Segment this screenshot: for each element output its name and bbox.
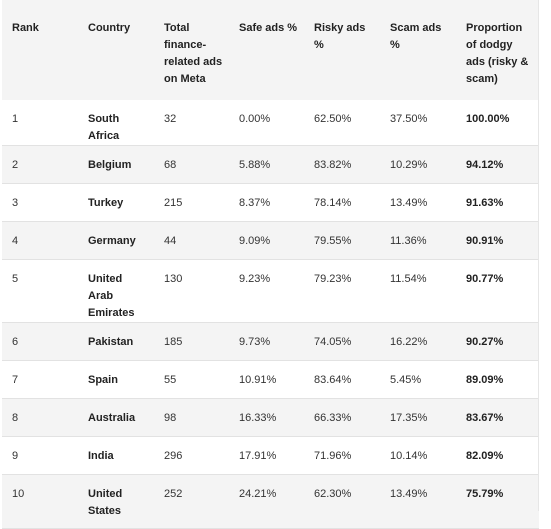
cell-total-ads: 55	[154, 360, 229, 399]
header-scam-ads: Scam ads %	[380, 0, 456, 100]
cell-safe-ads: 10.91%	[229, 360, 304, 399]
cell-dodgy-proportion: 89.09%	[456, 360, 539, 399]
cell-dodgy-proportion: 83.67%	[456, 398, 539, 437]
cell-country: Pakistan	[78, 322, 154, 361]
table-body: 1 South Africa 32 0.00% 62.50% 37.50% 10…	[2, 100, 539, 529]
table-row: 1 South Africa 32 0.00% 62.50% 37.50% 10…	[2, 100, 539, 146]
cell-dodgy-proportion: 91.63%	[456, 183, 539, 222]
cell-scam-ads: 10.29%	[380, 145, 456, 184]
cell-risky-ads: 71.96%	[304, 436, 380, 475]
cell-dodgy-proportion: 75.79%	[456, 474, 539, 529]
cell-rank: 10	[2, 474, 78, 529]
header-risky-ads: Risky ads %	[304, 0, 380, 100]
cell-total-ads: 185	[154, 322, 229, 361]
cell-country: South Africa	[78, 100, 154, 146]
table-right-border	[538, 0, 539, 511]
cell-safe-ads: 9.09%	[229, 221, 304, 260]
cell-scam-ads: 10.14%	[380, 436, 456, 475]
header-row: Rank Country Total finance-related ads o…	[2, 0, 539, 100]
cell-risky-ads: 74.05%	[304, 322, 380, 361]
cell-scam-ads: 37.50%	[380, 100, 456, 146]
cell-risky-ads: 66.33%	[304, 398, 380, 437]
table-row: 4 Germany 44 9.09% 79.55% 11.36% 90.91%	[2, 221, 539, 260]
cell-safe-ads: 17.91%	[229, 436, 304, 475]
cell-risky-ads: 78.14%	[304, 183, 380, 222]
cell-rank: 2	[2, 145, 78, 184]
cell-total-ads: 215	[154, 183, 229, 222]
cell-rank: 9	[2, 436, 78, 475]
table-row: 7 Spain 55 10.91% 83.64% 5.45% 89.09%	[2, 360, 539, 399]
cell-safe-ads: 9.73%	[229, 322, 304, 361]
cell-risky-ads: 62.30%	[304, 474, 380, 529]
cell-risky-ads: 79.23%	[304, 259, 380, 323]
finance-ads-ranking-table: Rank Country Total finance-related ads o…	[2, 0, 539, 529]
cell-rank: 8	[2, 398, 78, 437]
cell-safe-ads: 5.88%	[229, 145, 304, 184]
cell-safe-ads: 9.23%	[229, 259, 304, 323]
cell-safe-ads: 24.21%	[229, 474, 304, 529]
cell-country: Turkey	[78, 183, 154, 222]
table-header: Rank Country Total finance-related ads o…	[2, 0, 539, 100]
table-row: 5 United Arab Emirates 130 9.23% 79.23% …	[2, 259, 539, 323]
header-dodgy-proportion: Proportion of dodgy ads (risky & scam)	[456, 0, 539, 100]
cell-country: Australia	[78, 398, 154, 437]
cell-scam-ads: 11.54%	[380, 259, 456, 323]
cell-total-ads: 130	[154, 259, 229, 323]
cell-scam-ads: 11.36%	[380, 221, 456, 260]
table-row: 3 Turkey 215 8.37% 78.14% 13.49% 91.63%	[2, 183, 539, 222]
cell-rank: 6	[2, 322, 78, 361]
table-row: 10 United States 252 24.21% 62.30% 13.49…	[2, 474, 539, 529]
cell-total-ads: 68	[154, 145, 229, 184]
header-total-ads: Total finance-related ads on Meta	[154, 0, 229, 100]
cell-dodgy-proportion: 100.00%	[456, 100, 539, 146]
table-row: 2 Belgium 68 5.88% 83.82% 10.29% 94.12%	[2, 145, 539, 184]
cell-safe-ads: 0.00%	[229, 100, 304, 146]
table-row: 8 Australia 98 16.33% 66.33% 17.35% 83.6…	[2, 398, 539, 437]
cell-risky-ads: 83.64%	[304, 360, 380, 399]
cell-risky-ads: 62.50%	[304, 100, 380, 146]
cell-total-ads: 296	[154, 436, 229, 475]
cell-total-ads: 98	[154, 398, 229, 437]
table-row: 6 Pakistan 185 9.73% 74.05% 16.22% 90.27…	[2, 322, 539, 361]
cell-scam-ads: 5.45%	[380, 360, 456, 399]
cell-risky-ads: 83.82%	[304, 145, 380, 184]
header-safe-ads: Safe ads %	[229, 0, 304, 100]
cell-safe-ads: 16.33%	[229, 398, 304, 437]
cell-scam-ads: 17.35%	[380, 398, 456, 437]
cell-dodgy-proportion: 94.12%	[456, 145, 539, 184]
cell-rank: 5	[2, 259, 78, 323]
cell-rank: 4	[2, 221, 78, 260]
cell-dodgy-proportion: 90.27%	[456, 322, 539, 361]
header-rank: Rank	[2, 0, 78, 100]
cell-dodgy-proportion: 82.09%	[456, 436, 539, 475]
cell-rank: 7	[2, 360, 78, 399]
cell-country: Belgium	[78, 145, 154, 184]
cell-risky-ads: 79.55%	[304, 221, 380, 260]
table-row: 9 India 296 17.91% 71.96% 10.14% 82.09%	[2, 436, 539, 475]
cell-total-ads: 44	[154, 221, 229, 260]
cell-rank: 3	[2, 183, 78, 222]
cell-scam-ads: 13.49%	[380, 183, 456, 222]
cell-total-ads: 252	[154, 474, 229, 529]
cell-dodgy-proportion: 90.77%	[456, 259, 539, 323]
cell-country: India	[78, 436, 154, 475]
cell-country: Spain	[78, 360, 154, 399]
cell-scam-ads: 13.49%	[380, 474, 456, 529]
header-country: Country	[78, 0, 154, 100]
cell-total-ads: 32	[154, 100, 229, 146]
cell-country: United Arab Emirates	[78, 259, 154, 323]
cell-country: Germany	[78, 221, 154, 260]
cell-scam-ads: 16.22%	[380, 322, 456, 361]
cell-dodgy-proportion: 90.91%	[456, 221, 539, 260]
cell-rank: 1	[2, 100, 78, 146]
cell-country: United States	[78, 474, 154, 529]
cell-safe-ads: 8.37%	[229, 183, 304, 222]
